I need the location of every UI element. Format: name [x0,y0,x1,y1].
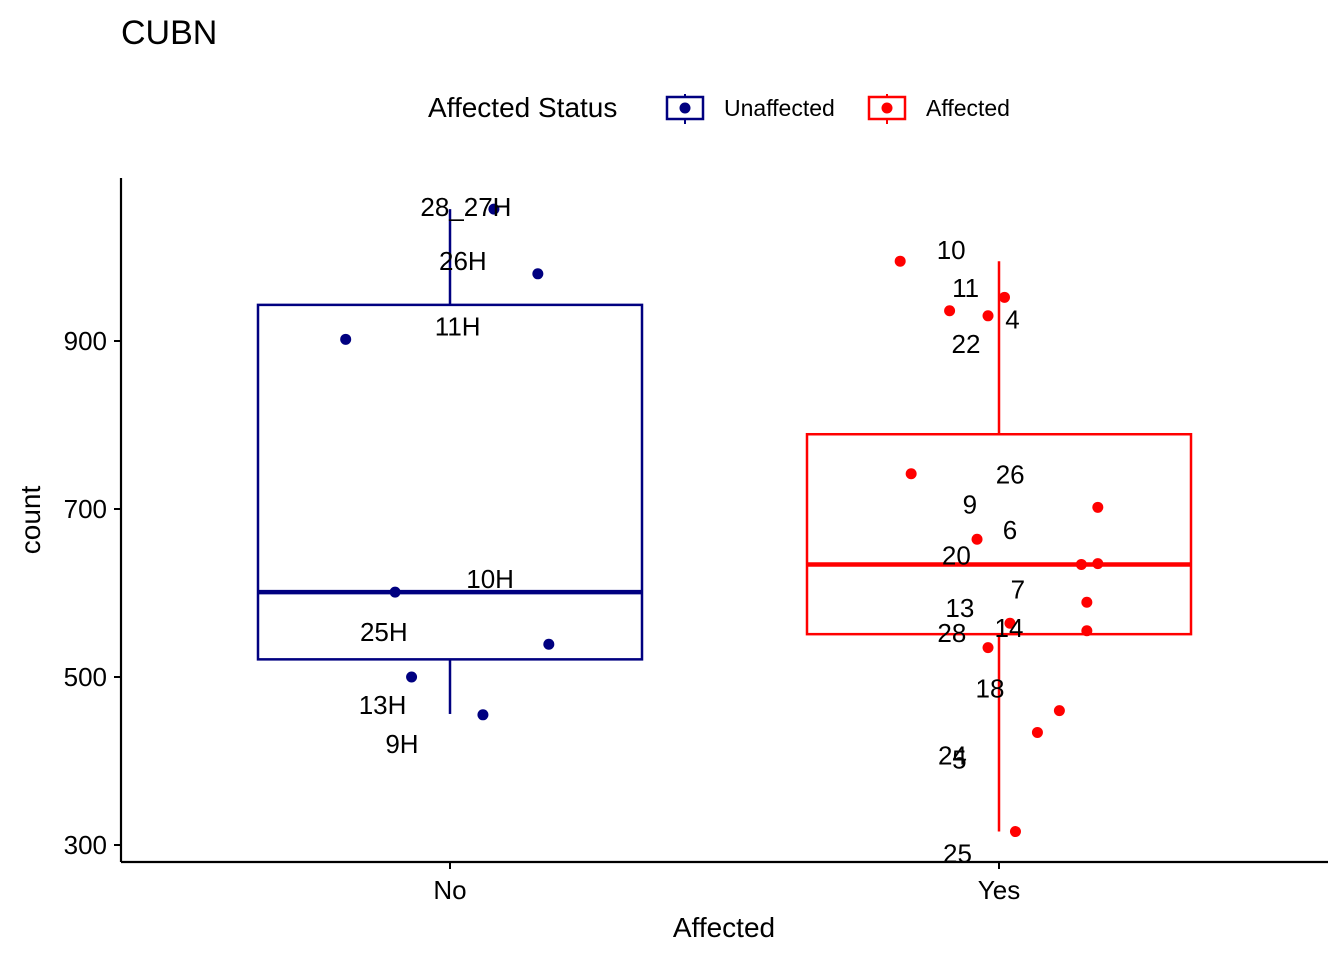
data-point-unaffected [477,709,489,721]
data-point-unaffected [532,268,544,280]
point-label-affected: 14 [995,613,1024,643]
point-label-unaffected: 28_27H [420,192,511,222]
point-label-unaffected: 10H [466,564,514,594]
data-point-affected [982,310,994,322]
data-point-affected [1031,726,1043,738]
x-tick-label: No [433,875,466,905]
data-point-unaffected [543,638,555,650]
data-point-unaffected [389,586,401,598]
point-label-unaffected: 13H [359,690,407,720]
y-axis-title: count [15,486,46,555]
point-label-affected: 11 [952,273,979,303]
point-label-unaffected: 9H [385,729,418,759]
point-label-affected: 4 [1005,304,1019,334]
point-label-affected: 22 [952,329,981,359]
point-label-affected: 20 [942,540,971,570]
data-point-affected [1053,705,1065,717]
data-point-affected [971,533,983,545]
data-point-unaffected [340,333,352,345]
data-point-affected [894,255,906,267]
data-point-affected [905,468,917,480]
legend-key-affected [867,94,907,124]
point-label-affected: 24 [938,740,967,770]
legend-title: Affected Status [428,92,617,123]
legend-label-affected: Affected [926,95,1010,121]
data-point-affected [1009,826,1021,838]
data-point-affected [1081,596,1093,608]
point-label-affected: 28 [937,618,966,648]
point-label-unaffected: 25H [360,617,408,647]
box-unaffected [256,303,644,661]
chart-title: CUBN [121,14,217,52]
data-point-affected [1004,617,1016,629]
plot-layer: 28_27H 26H 11H 10H 25H 13H 9H 10 11 4 22 26 96 20 7 13 1… [256,192,1193,869]
y-tick-label: 700 [64,494,107,524]
y-tick-label: 900 [64,326,107,356]
point-label-unaffected: 26H [439,246,487,276]
x-tick-label: Yes [978,875,1020,905]
point-label-affected: 5 [952,745,966,775]
x-ticks: No Yes [433,862,1020,905]
y-tick-label: 300 [64,830,107,860]
legend-label-unaffected: Unaffected [724,95,835,121]
data-point-affected [1092,501,1104,513]
data-point-affected [982,642,994,654]
legend: Affected Status Unaffected Affected [428,92,1010,124]
point-label-affected: 6 [1003,515,1017,545]
point-label-affected: 18 [976,674,1005,704]
x-axis-title: Affected [673,912,775,943]
point-label-affected: 7 [1011,575,1025,605]
point-label-affected: 13 [945,593,974,623]
point-label-affected: 10 [937,235,966,265]
data-point-affected [998,291,1010,303]
y-ticks: 300 500 700 900 [64,326,121,860]
point-label-affected: 25 [943,839,972,869]
box-affected [805,432,1193,636]
data-point-affected [1075,558,1087,570]
data-point-affected [1092,558,1104,570]
data-point-affected [1081,625,1093,637]
point-label-unaffected: 11H [435,311,481,341]
legend-key-unaffected [665,94,705,124]
point-label-affected: 26 [996,460,1025,490]
point-label-affected: 9 [963,489,977,519]
data-point-affected [944,305,956,317]
data-point-unaffected [488,203,500,215]
y-tick-label: 500 [64,662,107,692]
data-point-unaffected [406,671,418,683]
